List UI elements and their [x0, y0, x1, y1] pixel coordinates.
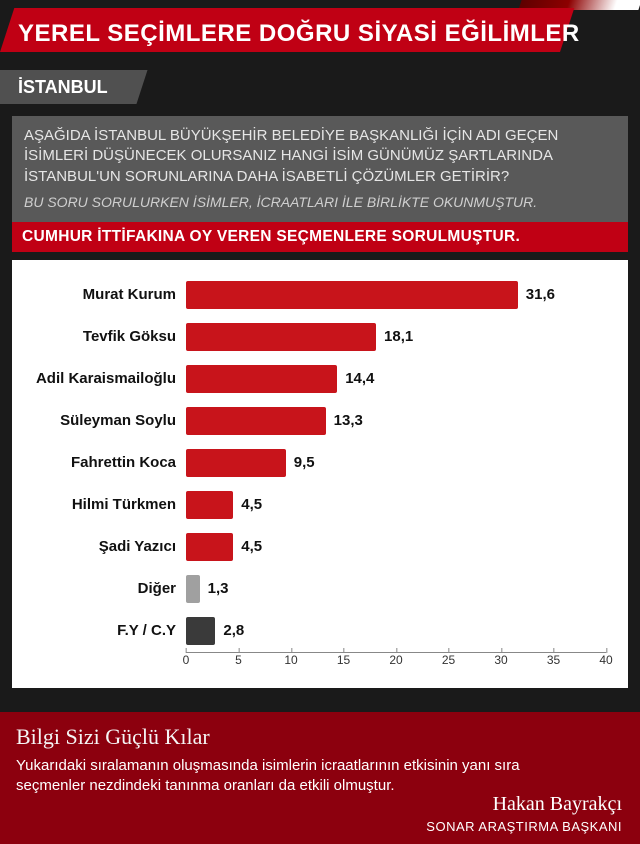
bar-label: Süleyman Soylu [18, 412, 186, 429]
chart-row: Fahrettin Koca 9,5 [18, 442, 610, 484]
header-bar: YEREL SEÇİMLERE DOĞRU SİYASİ EĞİLİMLER [0, 0, 640, 56]
bar-label: Şadi Yazıcı [18, 538, 186, 555]
bar [186, 407, 326, 435]
bar-value: 9,5 [294, 454, 315, 471]
bar-label: Fahrettin Koca [18, 454, 186, 471]
bar-value: 4,5 [241, 496, 262, 513]
footer-role: SONAR ARAŞTIRMA BAŞKANI [426, 819, 622, 834]
chart-row: Diğer 1,3 [18, 568, 610, 610]
bar-label: Adil Karaismailoğlu [18, 370, 186, 387]
bar-label: Diğer [18, 580, 186, 597]
bar-zone: 4,5 [186, 526, 610, 568]
chart-row: Tevfik Göksu 18,1 [18, 316, 610, 358]
bar-label: F.Y / C.Y [18, 622, 186, 639]
page-title: YEREL SEÇİMLERE DOĞRU SİYASİ EĞİLİMLER [16, 12, 624, 48]
chart-row: Şadi Yazıcı 4,5 [18, 526, 610, 568]
chart-row: Adil Karaismailoğlu 14,4 [18, 358, 610, 400]
bar-label: Hilmi Türkmen [18, 496, 186, 513]
chart-row: Süleyman Soylu 13,3 [18, 400, 610, 442]
x-tick: 25 [442, 653, 455, 667]
bar-value: 2,8 [223, 622, 244, 639]
x-tick: 35 [547, 653, 560, 667]
bar-zone: 1,3 [186, 568, 610, 610]
bar-value: 31,6 [526, 286, 555, 303]
x-tick: 10 [284, 653, 297, 667]
bar-zone: 18,1 [186, 316, 610, 358]
bar [186, 449, 286, 477]
audience-strip: CUMHUR İTTİFAKINA OY VEREN SEÇMENLERE SO… [12, 222, 628, 252]
x-tick: 40 [599, 653, 612, 667]
bar-zone: 2,8 [186, 610, 610, 652]
chart-row: Hilmi Türkmen 4,5 [18, 484, 610, 526]
question-text: AŞAĞIDA İSTANBUL BÜYÜKŞEHİR BELEDİYE BAŞ… [24, 126, 616, 187]
bar-zone: 13,3 [186, 400, 610, 442]
bar [186, 281, 518, 309]
bar [186, 365, 337, 393]
bar-value: 18,1 [384, 328, 413, 345]
chart-row: Murat Kurum 31,6 [18, 274, 610, 316]
x-tick: 30 [494, 653, 507, 667]
x-axis: 0510152025303540 [186, 652, 606, 676]
bar [186, 323, 376, 351]
bar-value: 14,4 [345, 370, 374, 387]
bar-label: Tevfik Göksu [18, 328, 186, 345]
footer-tagline: Bilgi Sizi Güçlü Kılar [16, 724, 624, 750]
bar-value: 4,5 [241, 538, 262, 555]
footer: Bilgi Sizi Güçlü Kılar Yukarıdaki sırala… [0, 712, 640, 844]
subtitle-tab: İSTANBUL [12, 70, 640, 106]
bar-value: 13,3 [334, 412, 363, 429]
chart-panel: Murat Kurum 31,6 Tevfik Göksu 18,1 Adil Kara… [12, 260, 628, 688]
bar-label: Murat Kurum [18, 286, 186, 303]
chart-row: F.Y / C.Y 2,8 [18, 610, 610, 652]
bar [186, 491, 233, 519]
subtitle-text: İSTANBUL [12, 70, 640, 104]
x-tick: 15 [337, 653, 350, 667]
x-tick: 20 [389, 653, 402, 667]
bar [186, 533, 233, 561]
bar-zone: 9,5 [186, 442, 610, 484]
chart-area: Murat Kurum 31,6 Tevfik Göksu 18,1 Adil Kara… [18, 274, 610, 676]
footer-signature: Hakan Bayrakçı [493, 793, 622, 816]
bar-zone: 4,5 [186, 484, 610, 526]
question-note: BU SORU SORULURKEN İSİMLER, İCRAATLARI İ… [24, 193, 616, 212]
bar-zone: 31,6 [186, 274, 610, 316]
footer-note: Yukarıdaki sıralamanın oluşmasında isiml… [16, 756, 576, 797]
question-panel: AŞAĞIDA İSTANBUL BÜYÜKŞEHİR BELEDİYE BAŞ… [12, 116, 628, 222]
bar [186, 575, 200, 603]
x-tick: 5 [235, 653, 242, 667]
bar [186, 617, 215, 645]
x-tick: 0 [183, 653, 190, 667]
bar-zone: 14,4 [186, 358, 610, 400]
bar-value: 1,3 [208, 580, 229, 597]
